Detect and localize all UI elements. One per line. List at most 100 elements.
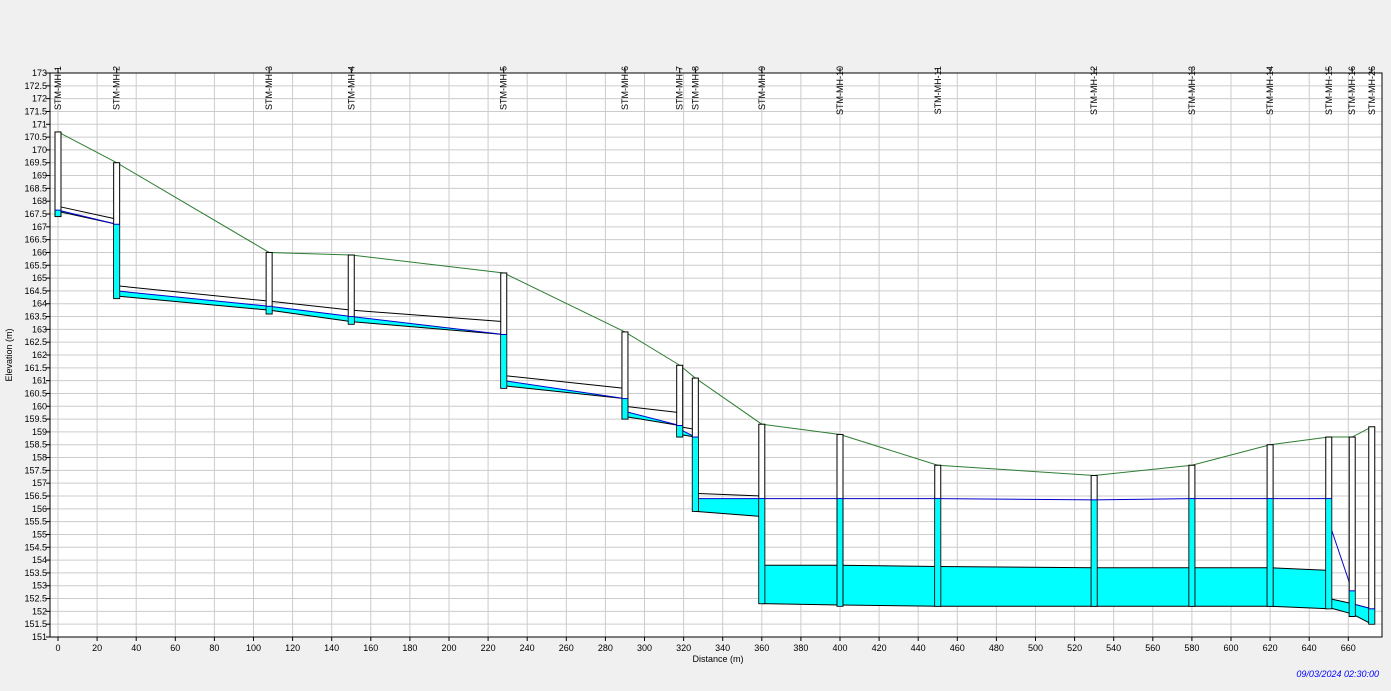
manhole-label: STM-MH-26: [1367, 66, 1377, 115]
manhole-label: STM-MH-7: [675, 66, 685, 110]
conduit-crown-line: [695, 492, 762, 497]
manhole-shaft: [347, 254, 355, 325]
y-tick-label: 158.5: [24, 440, 47, 450]
hydraulic-grade-line: [1328, 521, 1353, 592]
x-axis-label: Distance (m): [692, 654, 743, 664]
x-tick-label: 560: [1145, 643, 1160, 653]
manhole-label: STM-MH-9: [757, 66, 767, 110]
manhole-shaft: [621, 331, 629, 420]
y-tick-label: 162: [32, 350, 47, 360]
y-tick-label: 151: [32, 632, 47, 642]
conduit-water-fill: [937, 566, 1095, 607]
x-tick-label: 220: [481, 643, 496, 653]
y-tick-label: 165: [32, 273, 47, 283]
y-tick-label: 155: [32, 529, 47, 539]
y-tick-label: 157.5: [24, 465, 47, 475]
manhole-label: STM-MH-12: [1089, 66, 1099, 115]
manhole-label: STM-MH-15: [1324, 66, 1334, 115]
x-tick-label: 0: [55, 643, 60, 653]
manhole-shaft: [676, 364, 684, 438]
manhole-shaft: [1348, 436, 1356, 617]
conduit-water-fill: [1270, 567, 1329, 609]
y-tick-label: 166.5: [24, 235, 47, 245]
manhole-label: STM-MH-4: [346, 66, 356, 110]
conduit-invert-line: [761, 603, 841, 606]
manhole-shaft: [54, 131, 62, 218]
x-tick-label: 500: [1028, 643, 1043, 653]
y-tick-label: 154.5: [24, 542, 47, 552]
conduit-crown-line: [116, 285, 270, 302]
x-tick-label: 480: [989, 643, 1004, 653]
x-tick-label: 440: [911, 643, 926, 653]
manhole-label: STM-MH-8: [690, 66, 700, 110]
conduit-water-fill: [695, 498, 762, 517]
x-tick-label: 60: [170, 643, 180, 653]
conduit-crown-line: [503, 375, 626, 389]
conduit-invert-line: [839, 604, 938, 607]
x-tick-label: 660: [1341, 643, 1356, 653]
conduit-invert-line: [695, 510, 762, 518]
y-tick-label: 155.5: [24, 517, 47, 527]
manhole-water-fill: [501, 334, 507, 388]
y-tick-label: 152.5: [24, 594, 47, 604]
conduit-invert-line: [116, 295, 270, 311]
y-tick-label: 156: [32, 504, 47, 514]
conduit-crown-line: [839, 564, 938, 567]
x-tick-label: 240: [520, 643, 535, 653]
y-tick-label: 172: [32, 94, 47, 104]
manhole-water-fill: [348, 316, 354, 324]
hydraulic-grade-line: [503, 380, 626, 400]
x-tick-label: 260: [559, 643, 574, 653]
x-tick-label: 300: [637, 643, 652, 653]
x-tick-label: 180: [402, 643, 417, 653]
y-tick-label: 164: [32, 299, 47, 309]
plot-frame: [49, 72, 1383, 638]
conduit-crown-line: [937, 566, 1095, 569]
conduit-water-fill: [116, 290, 270, 311]
conduit-crown-line: [269, 300, 352, 311]
y-tick-label: 163.5: [24, 312, 47, 322]
y-tick-label: 166: [32, 247, 47, 257]
manhole-label: STM-MH-5: [499, 66, 509, 110]
conduit-crown-line: [57, 205, 117, 220]
y-tick-label: 170: [32, 145, 47, 155]
x-tick-label: 340: [715, 643, 730, 653]
manhole-water-fill: [1369, 608, 1375, 624]
manhole-water-fill: [1091, 499, 1097, 606]
x-tick-label: 280: [598, 643, 613, 653]
y-tick-label: 165.5: [24, 260, 47, 270]
manhole-label: STM-MH-10: [835, 66, 845, 115]
manhole-label: STM-MH-13: [1187, 66, 1197, 115]
x-tick-label: 400: [832, 643, 847, 653]
manhole-water-fill: [1326, 498, 1332, 609]
y-tick-label: 159: [32, 427, 47, 437]
conduit-invert-line: [1328, 607, 1353, 615]
y-tick-label: 163: [32, 324, 47, 334]
conduit-water-fill: [1191, 567, 1271, 607]
manhole-water-fill: [114, 224, 120, 299]
x-tick-label: 380: [793, 643, 808, 653]
manhole-label: STM-MH-6: [620, 66, 630, 110]
hydraulic-grade-line: [624, 410, 680, 426]
x-tick-label: 620: [1263, 643, 1278, 653]
manhole-water-fill: [837, 498, 843, 606]
y-tick-label: 168.5: [24, 183, 47, 193]
x-tick-label: 20: [92, 643, 102, 653]
manhole-water-fill: [1189, 498, 1195, 606]
manhole-label: STM-MH-11: [933, 66, 943, 114]
y-tick-label: 154: [32, 555, 47, 565]
timestamp-label: 09/03/2024 02:30:00: [1296, 669, 1379, 679]
x-tick-label: 600: [1223, 643, 1238, 653]
hydraulic-grade-line: [57, 209, 117, 225]
manhole-label: STM-MH-3: [264, 66, 274, 110]
y-tick-label: 168: [32, 196, 47, 206]
y-tick-label: 164.5: [24, 286, 47, 296]
y-tick-label: 151.5: [24, 619, 47, 629]
y-tick-label: 162.5: [24, 337, 47, 347]
hydraulic-grade-line: [116, 290, 270, 307]
x-tick-label: 580: [1184, 643, 1199, 653]
manhole-shaft: [265, 251, 273, 315]
y-tick-label: 160: [32, 401, 47, 411]
x-tick-label: 520: [1067, 643, 1082, 653]
y-tick-label: 160.5: [24, 388, 47, 398]
